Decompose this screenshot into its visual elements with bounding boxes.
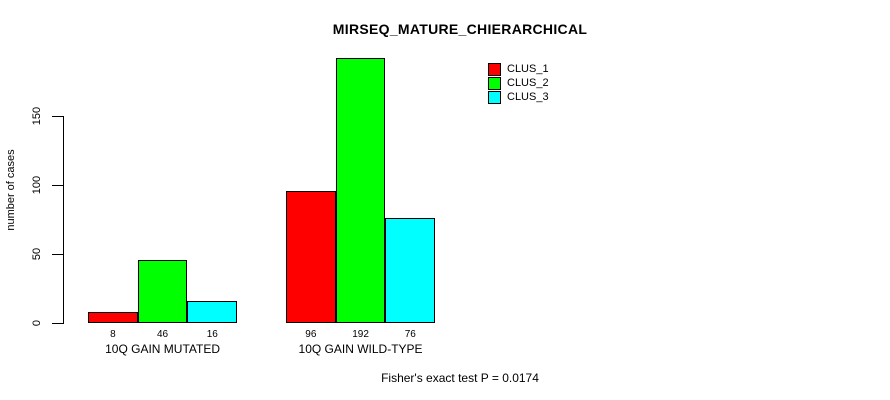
y-axis-tick [52, 323, 63, 324]
legend-item-clus_2: CLUS_2 [488, 76, 549, 90]
bar-clus_1-1 [88, 311, 138, 323]
bar-clus_2-1 [137, 259, 188, 323]
legend-label: CLUS_1 [507, 63, 549, 75]
y-axis-line [63, 116, 64, 324]
bar-clus_3-1 [187, 300, 238, 323]
bar-value-label: 16 [206, 329, 218, 340]
legend-label: CLUS_2 [507, 77, 549, 89]
legend-label: CLUS_3 [507, 91, 549, 103]
legend: CLUS_1 CLUS_2 CLUS_3 [488, 62, 549, 104]
y-axis-tick [52, 185, 63, 186]
bar-value-label: 96 [305, 329, 317, 340]
bar-value-label: 192 [352, 329, 369, 340]
y-axis-tick-label: 100 [31, 175, 43, 195]
chart-title: MIRSEQ_MATURE_CHIERARCHICAL [332, 21, 588, 37]
bar-value-label: 46 [156, 329, 169, 340]
y-axis-tick-label: 50 [31, 247, 43, 261]
bar-clus_2-2 [335, 58, 386, 323]
bar-value-label: 76 [404, 329, 416, 340]
y-axis-tick [52, 116, 63, 117]
category-label: 10Q GAIN WILD-TYPE [298, 342, 423, 356]
legend-swatch-icon [488, 90, 501, 104]
y-axis-tick-label: 150 [31, 106, 43, 126]
legend-swatch-icon [488, 62, 501, 76]
y-axis-label: number of cases [5, 149, 17, 231]
legend-item-clus_1: CLUS_1 [488, 62, 549, 76]
category-label: 10Q GAIN MUTATED [105, 342, 220, 356]
bar-clus_1-2 [286, 190, 336, 323]
bar-clus_3-2 [385, 218, 436, 323]
y-axis-tick-label: 0 [31, 319, 43, 327]
y-axis-tick [52, 254, 63, 255]
fisher-test-annotation: Fisher's exact test P = 0.0174 [381, 371, 539, 385]
legend-swatch-icon [488, 76, 501, 90]
legend-item-clus_3: CLUS_3 [488, 90, 549, 104]
bar-value-label: 8 [110, 329, 116, 340]
